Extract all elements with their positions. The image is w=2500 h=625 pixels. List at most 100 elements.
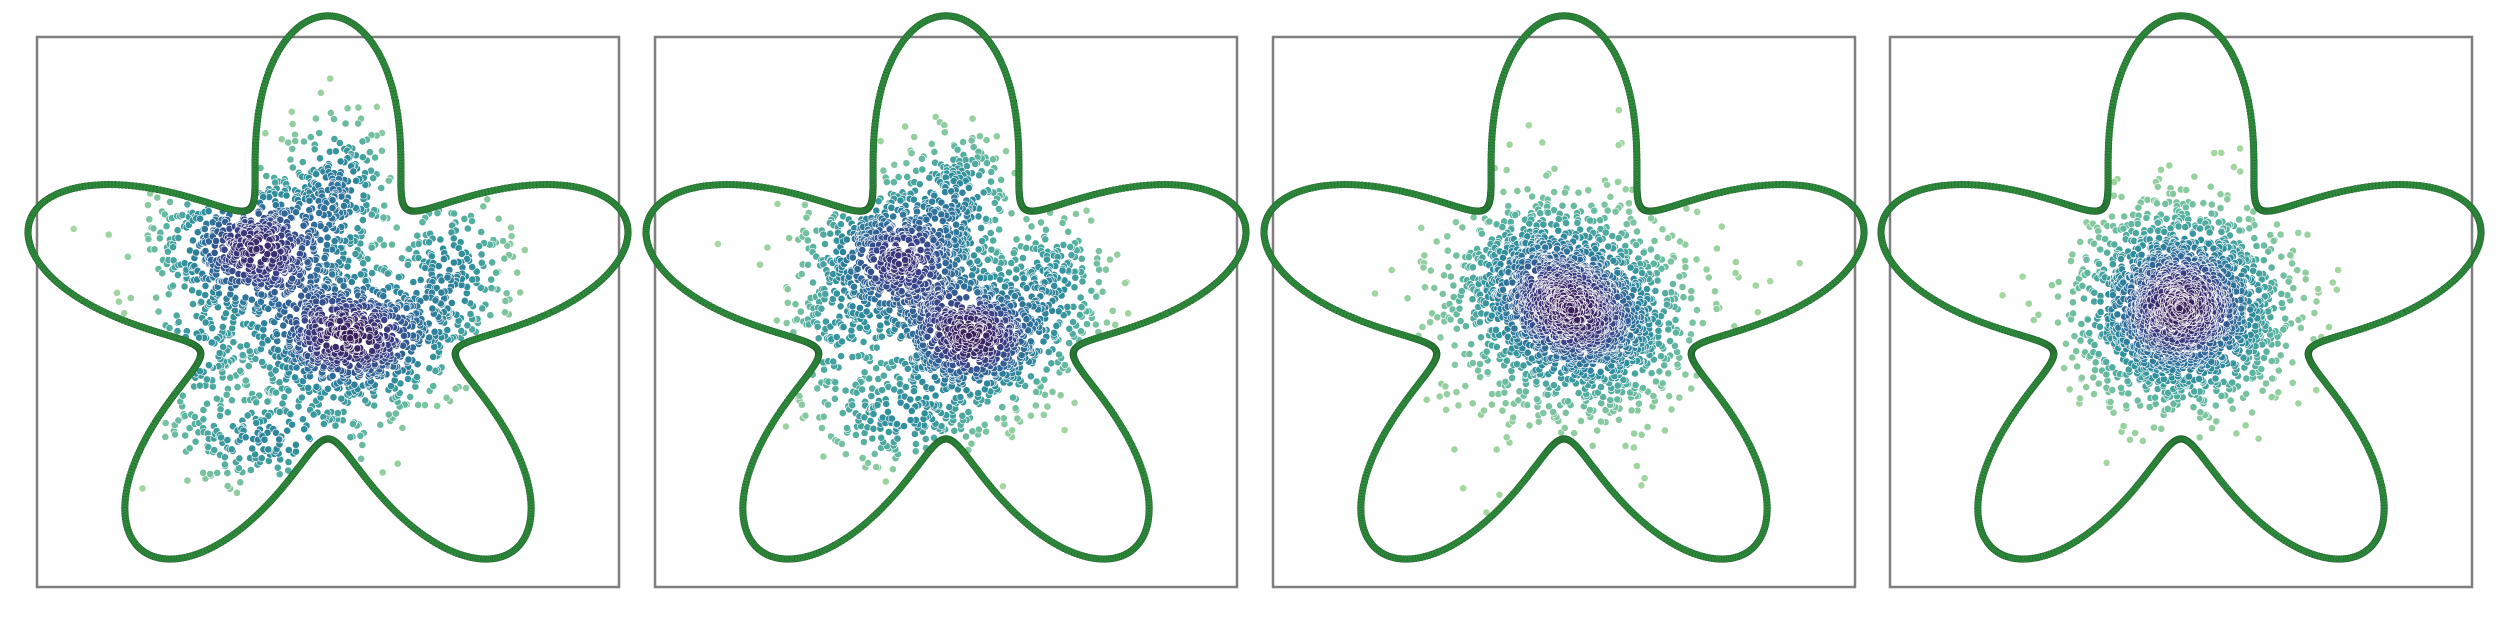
scatter-point [392, 223, 401, 232]
scatter-point [1077, 254, 1086, 263]
scatter-point [124, 252, 132, 261]
scatter-point [1039, 337, 1048, 346]
scatter-point [1103, 318, 1111, 327]
scatter-point [953, 145, 962, 154]
scatter-point [161, 419, 170, 427]
scatter-point [359, 191, 368, 200]
scatter-point [316, 154, 324, 163]
scatter-point [275, 378, 284, 387]
scatter-point [959, 138, 967, 146]
scatter-point [311, 114, 320, 123]
scatter-point [858, 454, 867, 462]
scatter-point [367, 210, 376, 219]
scatter-point [403, 260, 412, 269]
scatter-point [1061, 361, 1069, 369]
scatter-point [839, 248, 847, 256]
scatter-point [353, 344, 362, 353]
scatter-point [189, 300, 197, 308]
scatter-point [181, 412, 189, 420]
scatter-point [197, 297, 206, 306]
scatter-point [829, 357, 838, 366]
scatter-point [901, 122, 909, 131]
scatter-point [243, 411, 252, 420]
scatter-point [477, 250, 486, 259]
scatter-point [1060, 426, 1069, 434]
scatter-point [987, 167, 996, 176]
panel-frame [35, 35, 621, 589]
scatter-point [817, 304, 826, 313]
scatter-point [346, 334, 355, 343]
scatter-point [1022, 243, 1031, 252]
scatter-point [869, 255, 878, 264]
scatter-point [398, 423, 407, 432]
scatter-point [1008, 426, 1016, 435]
scatter-point [860, 438, 868, 446]
scatter-point [796, 307, 805, 316]
scatter-point [384, 176, 393, 185]
scatter-point [940, 128, 949, 137]
scatter-point [1012, 235, 1021, 244]
scatter-point [457, 249, 466, 258]
scatter-point [331, 147, 340, 156]
scatter-point [347, 277, 356, 286]
scatter-point [479, 202, 488, 211]
scatter-point [890, 178, 898, 187]
scatter-point [507, 232, 516, 240]
scatter-point [323, 233, 332, 242]
scatter-point [138, 484, 147, 493]
scatter-point [1087, 286, 1096, 295]
scatter-point [927, 139, 936, 148]
scatter-point [288, 163, 297, 172]
scatter-point [361, 396, 370, 405]
scatter-point [873, 401, 882, 409]
scatter-point [260, 319, 269, 328]
scatter-point [286, 410, 295, 418]
boundary-point [545, 309, 553, 318]
scatter-point [425, 333, 434, 342]
scatter-point [1106, 255, 1114, 264]
scatter-point [1070, 398, 1079, 407]
scatter-point [153, 193, 162, 202]
scatter-point [862, 307, 871, 316]
scatter-point [227, 445, 236, 454]
scatter-point [252, 398, 261, 407]
scatter-point [244, 362, 253, 370]
scatter-point [958, 188, 967, 197]
scatter-point [848, 302, 857, 311]
scatter-point [968, 271, 976, 280]
scatter-point [463, 224, 472, 233]
scatter-point [1087, 216, 1095, 225]
scatter-point [978, 237, 987, 245]
scatter-point [931, 214, 939, 223]
scatter-point [287, 107, 296, 116]
scatter-point [216, 411, 224, 420]
scatter-point [1011, 404, 1020, 413]
scatter-point [333, 409, 342, 417]
scatter-point [343, 262, 352, 271]
scatter-point [326, 109, 335, 117]
scatter-point [930, 373, 939, 381]
scatter-point [215, 349, 224, 357]
scatter-point [331, 343, 340, 351]
scatter-point [931, 391, 940, 400]
scatter-point [819, 412, 828, 421]
scatter-point [798, 400, 806, 409]
scatter-point [965, 183, 973, 192]
scatter-point [352, 176, 360, 185]
scatter-point [802, 213, 811, 222]
scatter-point [233, 383, 242, 391]
scatter-point [174, 318, 183, 326]
scatter-point [782, 319, 791, 327]
scatter-point [887, 414, 896, 423]
scatter-point [968, 114, 977, 123]
scatter-point [257, 454, 266, 463]
scatter-point [962, 432, 970, 441]
scatter-point [258, 358, 266, 366]
scatter-point [912, 440, 920, 448]
scatter-point [164, 290, 173, 299]
scatter-point [291, 137, 300, 145]
scatter-point [288, 120, 297, 128]
scatter-point [166, 197, 174, 206]
scatter-point [1010, 292, 1019, 301]
panel-1 [24, 12, 632, 589]
